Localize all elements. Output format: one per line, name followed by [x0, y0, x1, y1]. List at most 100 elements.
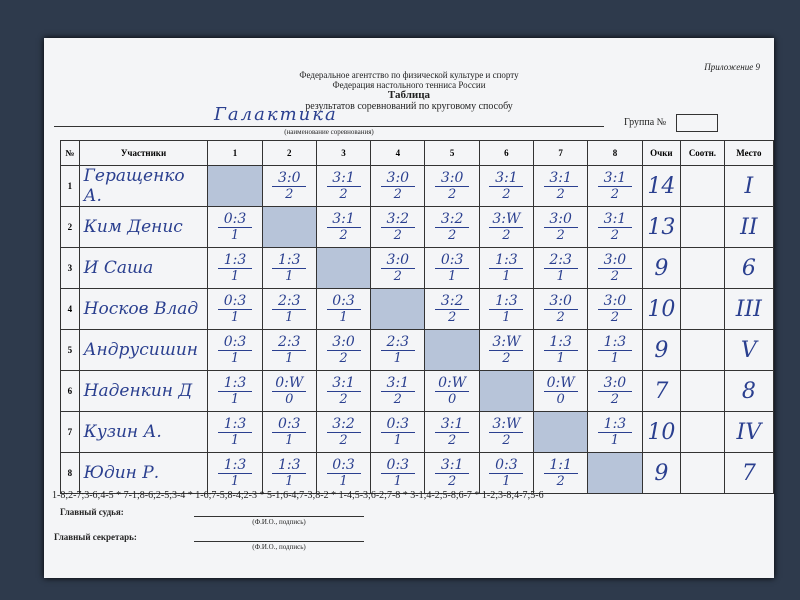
table-row: 6 Наденкин Д 1:3 1 0:W 0 3:1 2 3:1 2 0:W 0 0:W 0 3:0 2 7…	[60, 370, 775, 412]
result-cell: 3:0 2	[533, 288, 589, 330]
game-points: 1	[502, 310, 511, 325]
participant-name: Андрусишин	[78, 329, 209, 371]
game-score: 3:1	[597, 211, 632, 228]
secretary-label: Главный секретарь:	[54, 532, 137, 542]
game-score: 0:3	[489, 457, 524, 474]
result-cell: 0:3 1	[207, 206, 263, 248]
game-score: 1:3	[597, 416, 632, 433]
ratio-cell	[680, 329, 725, 371]
result-cell: 1:3 1	[587, 329, 643, 371]
game-score: 3:0	[543, 211, 578, 228]
game-score: 2:3	[272, 334, 307, 351]
result-cell: 3:0 2	[424, 165, 480, 207]
game-points: 1	[285, 351, 294, 366]
game-score: 3:0	[272, 170, 307, 187]
game-points: 1	[556, 269, 565, 284]
game-points: 1	[285, 269, 294, 284]
game-points: 1	[502, 474, 511, 489]
game-points: 1	[230, 433, 240, 448]
table-row: 5 Андрусишин 0:3 1 2:3 1 3:0 2 2:3 1 3:W 2 1:3 1 1:3 1 9…	[60, 329, 775, 371]
result-cell: 0:W 0	[261, 370, 317, 412]
game-points: 2	[610, 228, 620, 243]
column-header: 5	[424, 140, 480, 166]
ratio-cell	[680, 206, 725, 248]
diagonal-cell	[424, 329, 480, 371]
column-header: 2	[261, 140, 317, 166]
diagonal-cell	[207, 165, 263, 207]
competition-caption: (наименование соревнования)	[284, 128, 374, 136]
result-cell: 3:1 2	[424, 452, 480, 494]
column-header: №	[60, 140, 80, 166]
place: 8	[723, 370, 775, 412]
result-cell: 3:W 2	[478, 206, 535, 248]
game-score: 2:3	[543, 252, 578, 269]
game-score: 1:3	[217, 457, 252, 474]
diagonal-cell	[261, 206, 317, 248]
game-score: 0:3	[217, 334, 252, 351]
game-points: 1	[230, 351, 240, 366]
column-header: Участники	[78, 140, 209, 166]
place: 6	[723, 247, 775, 289]
result-cell: 1:1 2	[533, 452, 589, 494]
game-score: 1:3	[597, 334, 632, 351]
game-score: 1:3	[217, 252, 252, 269]
game-points: 2	[502, 433, 511, 448]
result-cell: 1:3 1	[207, 411, 263, 453]
name-line	[54, 126, 604, 127]
diagonal-cell	[478, 370, 535, 412]
game-score: 1:3	[543, 334, 578, 351]
game-score: 3:2	[435, 211, 470, 228]
column-header: 8	[587, 140, 643, 166]
result-cell: 0:3 1	[370, 411, 426, 453]
game-points: 2	[610, 392, 620, 407]
competition-name: Галактика	[214, 104, 338, 125]
column-header: Соотн.	[680, 140, 725, 166]
result-cell: 1:3 1	[207, 452, 263, 494]
result-cell: 3:2 2	[315, 411, 372, 453]
game-points: 2	[393, 269, 402, 284]
game-points: 1	[285, 474, 294, 489]
game-points: 2	[556, 474, 565, 489]
result-cell: 2:3 1	[533, 247, 589, 289]
ratio-cell	[680, 452, 725, 494]
place: 7	[723, 452, 775, 494]
game-points: 2	[447, 187, 457, 202]
header-row: № Участники 1 2 3 4 5 6 7 8 Очки Соотн. Место	[60, 140, 775, 166]
result-cell: 1:3 1	[478, 247, 535, 289]
row-number: 6	[60, 370, 80, 412]
result-cell: 3:0 2	[370, 247, 426, 289]
result-cell: 0:3 1	[424, 247, 480, 289]
table-row: 7 Кузин А. 1:3 1 0:3 1 3:2 2 0:3 1 3:1 2 3:W 2 1:3 1 10 I…	[60, 411, 775, 453]
game-points: 1	[285, 310, 294, 325]
game-score: 3:0	[597, 293, 632, 310]
game-points: 2	[393, 392, 402, 407]
game-score: 3:1	[326, 170, 361, 187]
game-score: 3:0	[543, 293, 578, 310]
appendix: Приложение 9	[704, 62, 760, 72]
result-cell: 3:2 2	[370, 206, 426, 248]
game-score: 3:1	[326, 375, 361, 392]
column-header: 4	[370, 140, 426, 166]
game-score: 3:W	[489, 334, 524, 351]
game-score: 3:0	[326, 334, 361, 351]
game-score: 0:3	[326, 293, 361, 310]
column-header: 3	[315, 140, 372, 166]
result-cell: 3:0 2	[533, 206, 589, 248]
game-points: 0	[285, 392, 294, 407]
result-cell: 0:W 0	[533, 370, 589, 412]
game-points: 2	[339, 351, 348, 366]
result-cell: 1:3 1	[261, 247, 317, 289]
game-score: 0:3	[380, 457, 415, 474]
result-cell: 0:3 1	[207, 288, 263, 330]
game-points: 1	[393, 351, 402, 366]
result-cell: 3:1 2	[587, 206, 643, 248]
game-score: 0:3	[272, 416, 307, 433]
result-cell: 1:3 1	[207, 247, 263, 289]
result-cell: 3:1 2	[315, 206, 372, 248]
total-points: 9	[641, 452, 682, 494]
game-points: 1	[502, 269, 511, 284]
game-score: 3:1	[489, 170, 524, 187]
game-score: 3:0	[597, 375, 632, 392]
